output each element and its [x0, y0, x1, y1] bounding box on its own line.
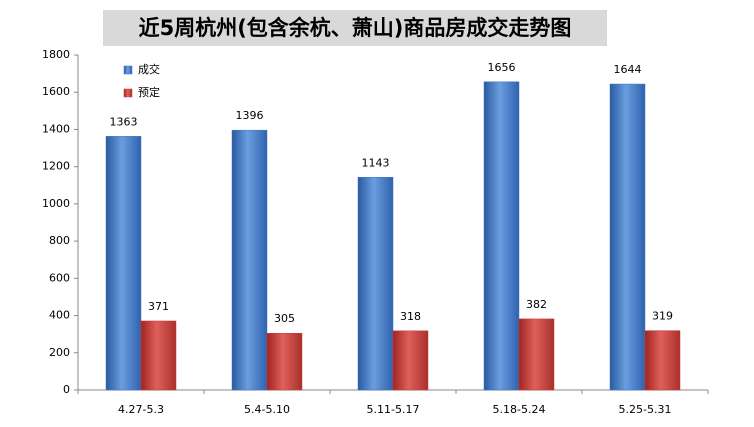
bar — [140, 320, 177, 391]
bar — [231, 129, 268, 391]
x-tick-label: 5.11-5.17 — [367, 403, 420, 416]
value-label: 1644 — [614, 63, 642, 76]
legend-label: 预定 — [138, 85, 160, 99]
value-label: 318 — [400, 310, 421, 323]
value-label: 371 — [148, 300, 169, 313]
title-box — [103, 10, 607, 46]
y-tick-label: 1200 — [42, 160, 70, 173]
x-tick-label: 5.18-5.24 — [493, 403, 546, 416]
y-tick-label: 0 — [63, 383, 70, 396]
x-tick-label: 5.25-5.31 — [619, 403, 672, 416]
bar — [644, 330, 681, 391]
bar — [266, 332, 303, 391]
x-tick-label: 4.27-5.3 — [118, 403, 164, 416]
bar — [392, 330, 429, 391]
bar — [357, 177, 394, 391]
y-tick-label: 200 — [49, 346, 70, 359]
y-tick-label: 1000 — [42, 197, 70, 210]
value-label: 305 — [274, 312, 295, 325]
chart-title: 近5周杭州(包含余杭、萧山)商品房成交走势图 — [139, 16, 572, 40]
legend-label: 成交 — [138, 62, 160, 76]
bar — [483, 81, 520, 391]
y-tick-label: 1800 — [42, 48, 70, 61]
value-label: 1363 — [110, 115, 138, 128]
value-label: 1143 — [362, 156, 390, 169]
bar — [518, 318, 555, 391]
bar — [105, 136, 142, 391]
y-tick-label: 600 — [49, 271, 70, 284]
y-tick-label: 800 — [49, 234, 70, 247]
value-label: 382 — [526, 298, 547, 311]
y-tick-label: 1600 — [42, 85, 70, 98]
bar — [609, 83, 646, 391]
legend-swatch — [123, 88, 133, 98]
y-tick-label: 400 — [49, 309, 70, 322]
x-tick-label: 5.4-5.10 — [244, 403, 290, 416]
y-tick-label: 1400 — [42, 122, 70, 135]
value-label: 1396 — [236, 109, 264, 122]
legend-swatch — [123, 65, 133, 75]
value-label: 1656 — [488, 61, 516, 74]
value-label: 319 — [652, 310, 673, 323]
